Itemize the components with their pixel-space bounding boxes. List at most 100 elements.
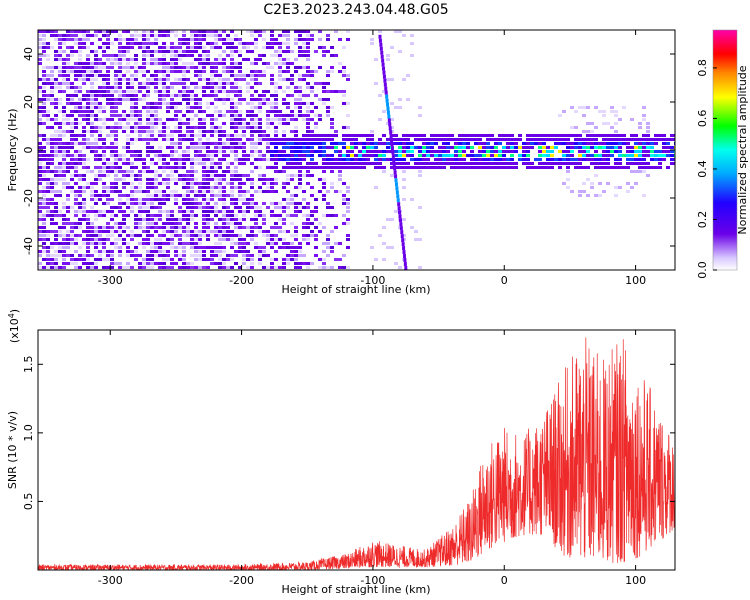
heatmap-cell: [98, 198, 102, 201]
heatmap-cell: [586, 166, 590, 169]
heatmap-cell: [222, 158, 226, 161]
heatmap-cell: [330, 134, 334, 137]
heatmap-cell: [58, 122, 62, 125]
heatmap-cell: [134, 166, 138, 169]
heatmap-cell: [102, 30, 106, 33]
heatmap-cell: [298, 34, 302, 37]
heatmap-cell: [134, 138, 138, 141]
heatmap-cell: [166, 194, 170, 197]
heatmap-cell: [42, 202, 46, 205]
heatmap-cell: [38, 226, 42, 229]
heatmap-cell: [158, 34, 162, 37]
heatmap-cell: [42, 66, 46, 69]
heatmap-cell: [46, 46, 50, 49]
heatmap-cell: [174, 34, 178, 37]
heatmap-cell: [322, 46, 326, 49]
heatmap-cell: [126, 38, 130, 41]
heatmap-cell: [42, 198, 46, 201]
heatmap-cell: [282, 242, 286, 245]
heatmap-cell: [190, 246, 194, 249]
heatmap-cell: [194, 234, 198, 237]
heatmap-cell: [294, 70, 298, 73]
heatmap-cell: [242, 58, 246, 61]
heatmap-cell: [646, 150, 650, 153]
heatmap-cell: [614, 110, 618, 113]
heatmap-cell: [210, 154, 214, 157]
heatmap-cell: [38, 266, 42, 269]
heatmap-cell: [158, 50, 162, 53]
heatmap-cell: [62, 134, 66, 137]
heatmap-cell: [286, 258, 290, 261]
heatmap-cell: [658, 166, 662, 169]
heatmap-cell: [390, 126, 394, 129]
heatmap-cell: [198, 62, 202, 65]
heatmap-cell: [266, 230, 270, 233]
heatmap-cell: [514, 150, 518, 153]
heatmap-cell: [374, 146, 378, 149]
heatmap-cell: [38, 178, 42, 181]
heatmap-cell: [50, 242, 54, 245]
heatmap-cell: [222, 234, 226, 237]
heatmap-cell: [186, 186, 190, 189]
heatmap-cell: [350, 154, 354, 157]
heatmap-cell: [250, 42, 254, 45]
heatmap-cell: [602, 138, 606, 141]
heatmap-cell: [114, 158, 118, 161]
heatmap-cell: [542, 166, 546, 169]
heatmap-cell: [386, 246, 390, 249]
heatmap-cell: [46, 202, 50, 205]
heatmap-cell: [254, 130, 258, 133]
heatmap-cell: [502, 146, 506, 149]
heatmap-cell: [66, 30, 70, 33]
heatmap-cell: [146, 90, 150, 93]
heatmap-cell: [146, 242, 150, 245]
heatmap-cell: [270, 214, 274, 217]
heatmap-cell: [86, 106, 90, 109]
heatmap-cell: [74, 170, 78, 173]
heatmap-cell: [282, 30, 286, 33]
heatmap-cell: [66, 170, 70, 173]
heatmap-cell: [210, 230, 214, 233]
heatmap-cell: [158, 30, 162, 33]
heatmap-cell: [542, 138, 546, 141]
heatmap-cell: [202, 174, 206, 177]
heatmap-cell: [166, 238, 170, 241]
heatmap-cell: [242, 130, 246, 133]
heatmap-cell: [62, 42, 66, 45]
heatmap-cell: [278, 158, 282, 161]
heatmap-cell: [210, 66, 214, 69]
heatmap-cell: [334, 158, 338, 161]
heatmap-cell: [74, 242, 78, 245]
heatmap-cell: [290, 194, 294, 197]
heatmap-cell: [254, 78, 258, 81]
heatmap-cell: [42, 238, 46, 241]
heatmap-cell: [274, 242, 278, 245]
heatmap-cell: [90, 110, 94, 113]
heatmap-cell: [86, 230, 90, 233]
heatmap-cell: [186, 66, 190, 69]
heatmap-cell: [402, 234, 406, 237]
heatmap-streak-cell: [390, 146, 394, 151]
heatmap-cell: [138, 114, 142, 117]
heatmap-cell: [178, 70, 182, 73]
heatmap-cell: [326, 106, 330, 109]
heatmap-cell: [258, 54, 262, 57]
heatmap-cell: [150, 214, 154, 217]
heatmap-cell: [86, 114, 90, 117]
heatmap-cell: [270, 66, 274, 69]
heatmap-cell: [306, 30, 310, 33]
heatmap-cell: [114, 78, 118, 81]
heatmap-cell: [42, 122, 46, 125]
heatmap-cell: [158, 90, 162, 93]
heatmap-cell: [358, 158, 362, 161]
heatmap-cell: [42, 50, 46, 53]
heatmap-cell: [222, 62, 226, 65]
heatmap-cell: [346, 206, 350, 209]
heatmap-cell: [102, 174, 106, 177]
heatmap-cell: [146, 142, 150, 145]
heatmap-cell: [58, 174, 62, 177]
heatmap-cell: [238, 234, 242, 237]
heatmap-cell: [566, 170, 570, 173]
heatmap-cell: [210, 170, 214, 173]
heatmap-cell: [334, 214, 338, 217]
